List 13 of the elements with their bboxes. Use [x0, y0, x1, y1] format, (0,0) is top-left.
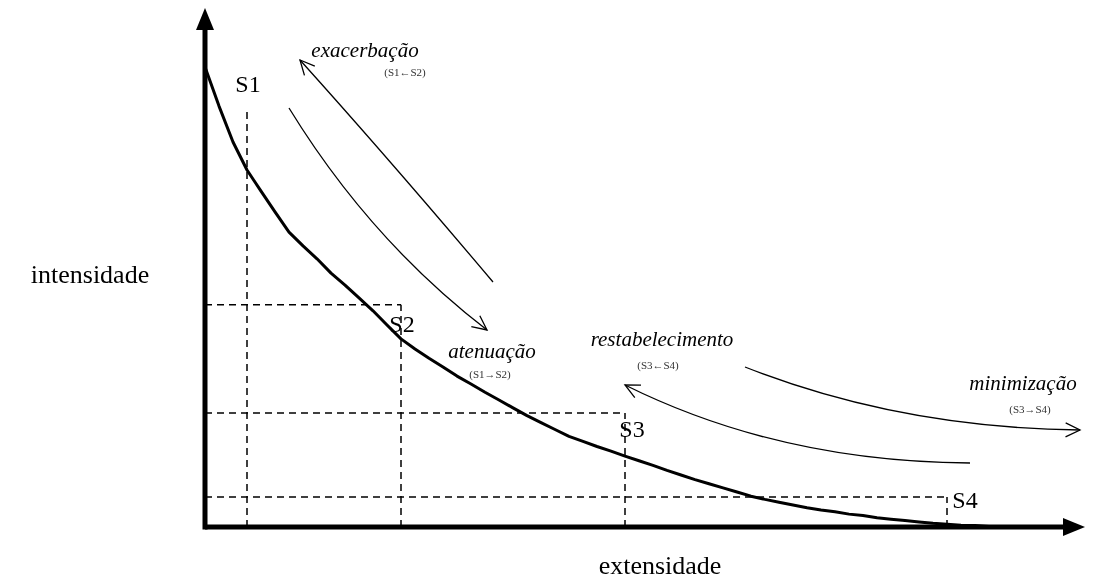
- annotation: (S1←S2): [384, 66, 427, 79]
- x-axis-title: extensidade: [598, 551, 722, 580]
- annotation: restabelecimento: [590, 327, 734, 351]
- annotation: S1: [235, 71, 261, 97]
- annotation: S4: [952, 487, 978, 513]
- annotation: S3: [619, 416, 645, 442]
- annotation: minimização: [969, 371, 1077, 395]
- y-axis-title: intensidade: [30, 260, 150, 289]
- text: exacerbação: [311, 38, 419, 62]
- annotation: (S3←S4): [637, 359, 680, 372]
- annotation: (S3→S4): [1009, 403, 1052, 416]
- annotation: atenuação: [448, 339, 536, 363]
- annotation: (S1→S2): [469, 368, 512, 381]
